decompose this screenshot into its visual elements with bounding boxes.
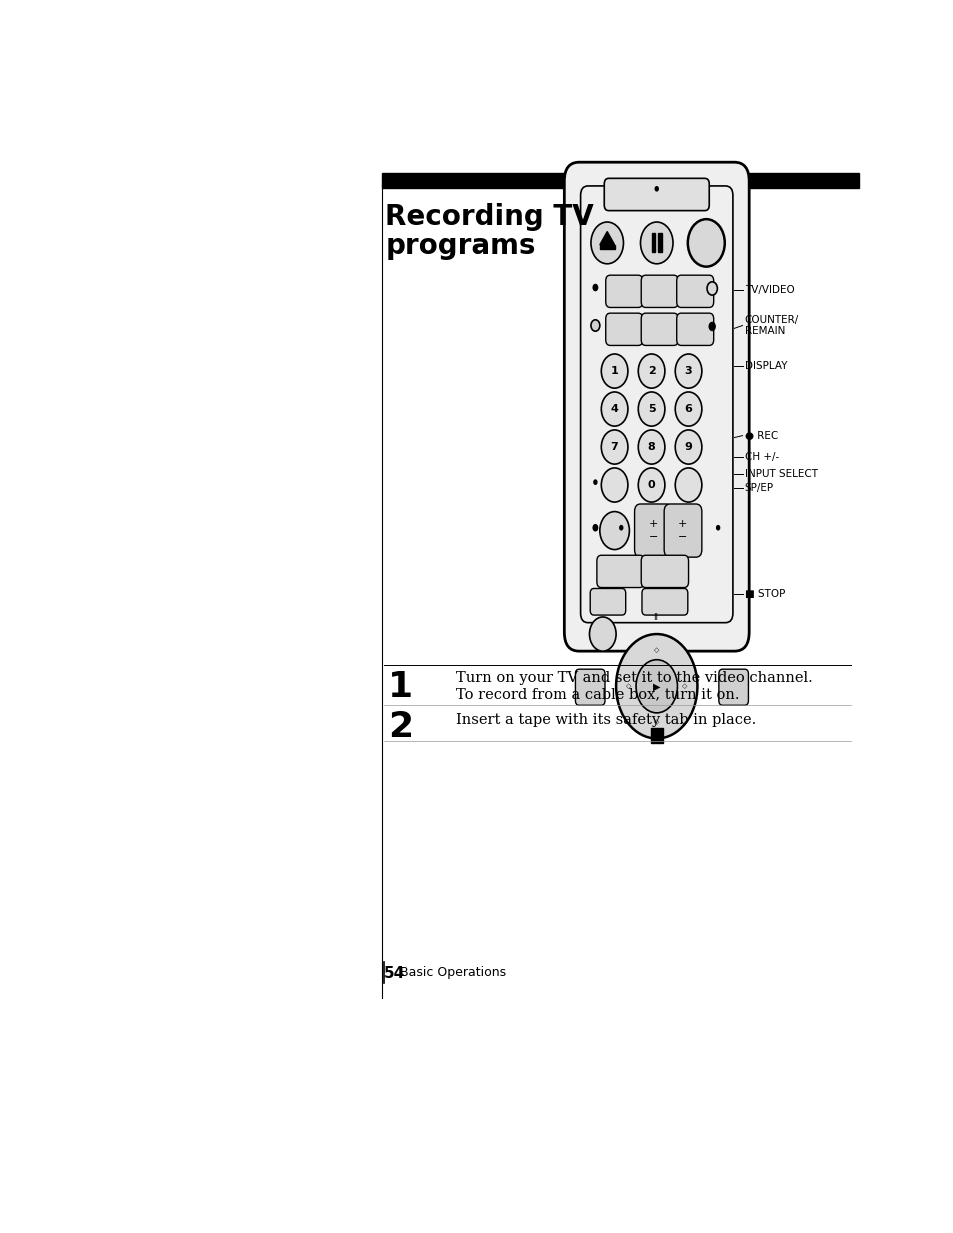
Circle shape <box>600 392 627 427</box>
Text: COUNTER/
REMAIN: COUNTER/ REMAIN <box>744 316 799 335</box>
Text: 4: 4 <box>610 404 618 414</box>
Text: DISPLAY: DISPLAY <box>744 361 786 371</box>
Text: SP/EP: SP/EP <box>744 483 773 493</box>
Circle shape <box>593 480 597 485</box>
Text: ◇: ◇ <box>681 683 687 689</box>
Bar <box>651 233 655 253</box>
Text: Turn on your TV and set it to the video channel.: Turn on your TV and set it to the video … <box>456 671 812 686</box>
Circle shape <box>600 354 627 388</box>
FancyBboxPatch shape <box>605 313 642 345</box>
Text: −: − <box>648 533 657 543</box>
Circle shape <box>708 322 715 332</box>
Circle shape <box>654 186 659 191</box>
FancyBboxPatch shape <box>603 179 708 211</box>
FancyBboxPatch shape <box>640 313 678 345</box>
Circle shape <box>638 392 664 427</box>
Polygon shape <box>599 232 614 245</box>
FancyBboxPatch shape <box>605 275 642 307</box>
Text: +: + <box>648 519 657 529</box>
Bar <box>381 173 858 187</box>
Text: 8: 8 <box>647 441 655 453</box>
Text: 6: 6 <box>684 404 692 414</box>
Circle shape <box>687 219 724 266</box>
Text: ◇: ◇ <box>654 647 659 653</box>
Circle shape <box>590 222 623 264</box>
Text: 54: 54 <box>383 967 405 981</box>
Bar <box>599 245 614 249</box>
Text: Recording TV: Recording TV <box>385 203 594 231</box>
Text: To record from a cable box, turn it on.: To record from a cable box, turn it on. <box>456 687 739 702</box>
Text: +: + <box>678 519 686 529</box>
Text: ▶: ▶ <box>652 682 659 692</box>
Bar <box>650 727 662 743</box>
Circle shape <box>592 524 598 531</box>
Text: 0: 0 <box>647 480 655 490</box>
FancyBboxPatch shape <box>640 555 688 588</box>
Text: ◇: ◇ <box>625 683 631 689</box>
Circle shape <box>600 467 627 502</box>
Text: 2: 2 <box>388 710 413 743</box>
Circle shape <box>675 392 701 427</box>
Circle shape <box>638 467 664 502</box>
Circle shape <box>589 616 616 651</box>
Circle shape <box>616 634 697 739</box>
Circle shape <box>639 222 672 264</box>
FancyBboxPatch shape <box>634 504 672 557</box>
Circle shape <box>638 354 664 388</box>
Text: CH +/-: CH +/- <box>744 451 779 461</box>
Text: −: − <box>678 533 686 543</box>
Text: 2: 2 <box>647 366 655 376</box>
Bar <box>658 233 661 253</box>
Circle shape <box>600 430 627 464</box>
Text: 9: 9 <box>684 441 692 453</box>
Circle shape <box>675 430 701 464</box>
FancyBboxPatch shape <box>575 670 604 705</box>
Text: 7: 7 <box>610 441 618 453</box>
Circle shape <box>636 660 677 713</box>
FancyBboxPatch shape <box>663 504 701 557</box>
Circle shape <box>590 319 599 332</box>
Text: 3: 3 <box>684 366 692 376</box>
Circle shape <box>675 354 701 388</box>
Text: TV/VIDEO: TV/VIDEO <box>744 285 794 296</box>
Text: 1: 1 <box>610 366 618 376</box>
Text: ◇: ◇ <box>654 719 659 725</box>
Text: Basic Operations: Basic Operations <box>400 967 506 979</box>
Circle shape <box>618 525 623 530</box>
FancyBboxPatch shape <box>597 555 643 588</box>
Circle shape <box>592 284 598 291</box>
Text: programs: programs <box>385 232 536 259</box>
Circle shape <box>706 282 717 295</box>
FancyBboxPatch shape <box>564 163 748 651</box>
Circle shape <box>715 525 720 530</box>
Text: ● REC: ● REC <box>744 430 778 440</box>
FancyBboxPatch shape <box>590 588 625 615</box>
Circle shape <box>638 430 664 464</box>
FancyBboxPatch shape <box>676 275 713 307</box>
FancyBboxPatch shape <box>676 313 713 345</box>
FancyBboxPatch shape <box>641 588 687 615</box>
Text: ■ STOP: ■ STOP <box>744 589 784 599</box>
Circle shape <box>599 512 629 550</box>
Circle shape <box>675 467 701 502</box>
Text: II: II <box>652 614 657 623</box>
Text: Insert a tape with its safety tab in place.: Insert a tape with its safety tab in pla… <box>456 713 755 727</box>
FancyBboxPatch shape <box>719 670 748 705</box>
Text: 1: 1 <box>388 671 413 704</box>
FancyBboxPatch shape <box>640 275 678 307</box>
Text: 5: 5 <box>647 404 655 414</box>
FancyBboxPatch shape <box>580 186 732 623</box>
Text: INPUT SELECT: INPUT SELECT <box>744 469 817 478</box>
